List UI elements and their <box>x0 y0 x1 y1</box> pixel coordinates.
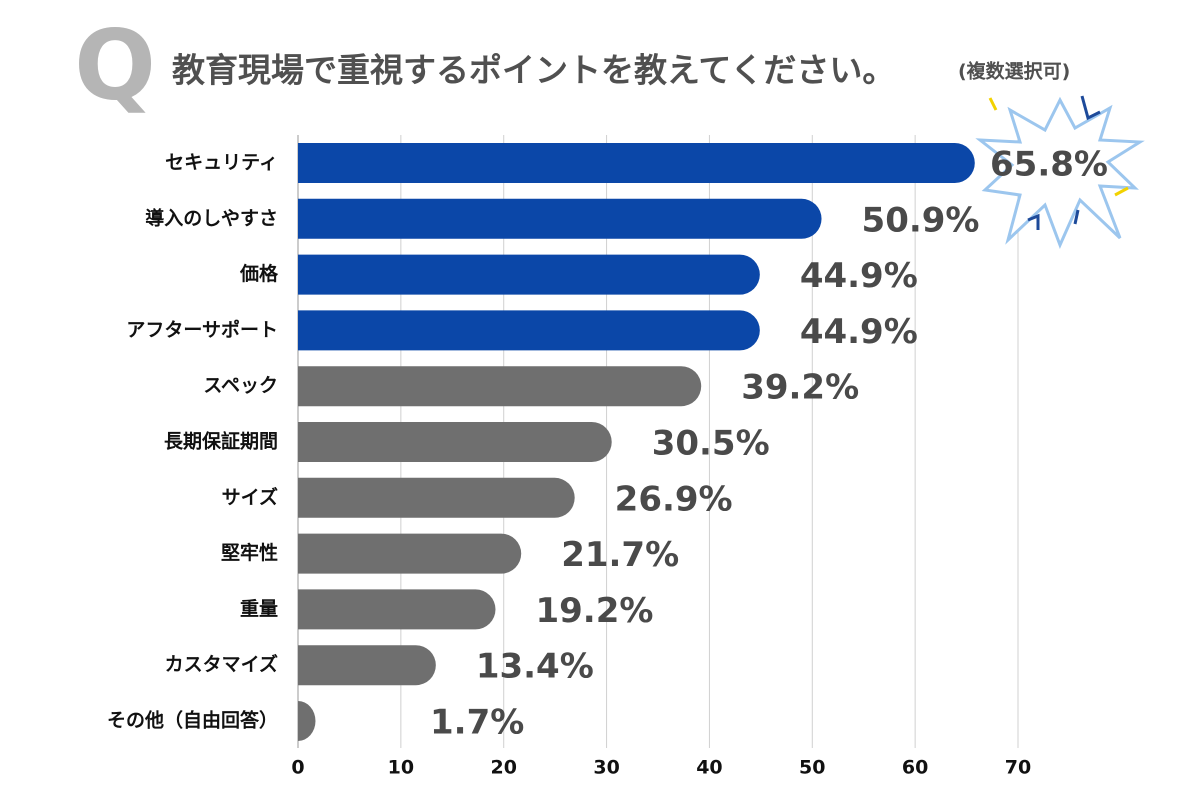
category-label: セキュリティ <box>165 152 278 174</box>
bar <box>298 533 522 574</box>
value-label: 26.9% <box>615 479 733 519</box>
category-label: カスタマイズ <box>165 653 278 676</box>
category-label: サイズ <box>222 485 278 508</box>
x-tick-label: 30 <box>593 757 619 779</box>
value-label: 21.7% <box>561 535 679 575</box>
bar <box>298 366 702 407</box>
value-label: 50.9% <box>862 200 980 240</box>
badge: Q <box>74 9 156 121</box>
x-tick-label: 40 <box>696 757 722 779</box>
starburst <box>975 95 1145 249</box>
bar <box>298 310 760 351</box>
category-label: その他（自由回答） <box>107 709 278 732</box>
value-label: 19.2% <box>535 591 653 631</box>
x-tick-label: 50 <box>799 757 825 779</box>
value-label: 44.9% <box>800 312 918 352</box>
value-label: 39.2% <box>741 368 859 408</box>
category-label: 長期保証期間 <box>164 430 278 453</box>
value-label: 30.5% <box>652 424 770 464</box>
x-tick-label: 60 <box>902 757 928 779</box>
value-label: 44.9% <box>800 256 918 296</box>
category-label: 重量 <box>240 598 278 620</box>
bar <box>298 589 496 630</box>
bar <box>298 143 975 183</box>
x-tick-label: 20 <box>490 757 516 779</box>
chart-title: 教育現場で重視するポイントを教えてください。 <box>172 51 895 90</box>
category-label: スペック <box>203 375 278 397</box>
value-label: 1.7% <box>430 703 524 743</box>
category-label: 価格 <box>239 262 279 285</box>
bar <box>298 422 612 462</box>
category-label: 導入のしやすさ <box>145 206 278 229</box>
bar <box>298 477 575 518</box>
value-label: 13.4% <box>476 647 594 687</box>
category-label: 堅牢性 <box>221 541 278 564</box>
x-tick-label: 0 <box>291 757 304 779</box>
category-label: アフターサポート <box>126 318 278 341</box>
bar <box>298 254 760 295</box>
chart-subtitle: (複数選択可) <box>958 60 1070 83</box>
value-label: 65.8% <box>990 145 1108 185</box>
x-tick-label: 70 <box>1005 757 1031 779</box>
bar <box>298 701 316 741</box>
x-tick-label: 10 <box>388 757 414 779</box>
bar <box>298 645 436 686</box>
bar <box>298 198 822 239</box>
